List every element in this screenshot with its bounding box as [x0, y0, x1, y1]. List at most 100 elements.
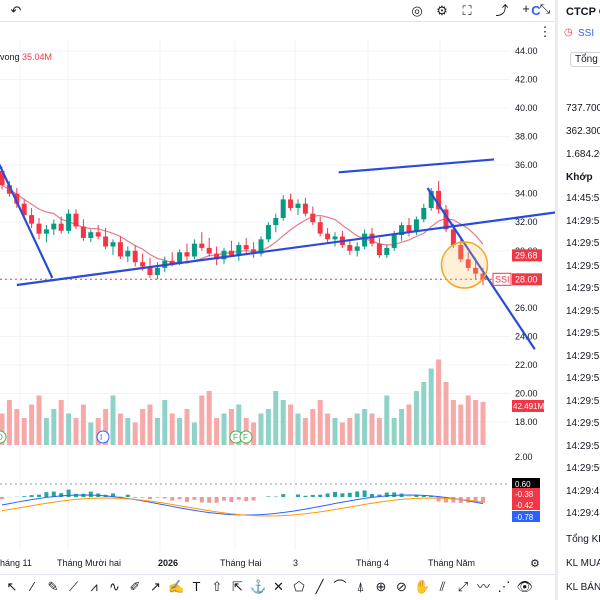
macd-histogram-bar [333, 491, 337, 497]
candle-body [36, 223, 42, 234]
macd-histogram-bar [155, 497, 160, 498]
price-badge [512, 249, 542, 262]
volume-bar [29, 404, 35, 445]
cross-icon[interactable]: ✕ [273, 579, 284, 594]
candle-body [325, 233, 331, 240]
signal-line [1, 497, 484, 517]
elliott-icon[interactable]: 〰 [476, 579, 490, 594]
line-icon[interactable]: ╱ [315, 579, 324, 594]
match-section-title: Khớp [566, 172, 593, 183]
candle-body [66, 213, 72, 231]
signal-icon[interactable]: ⍋ [356, 579, 365, 594]
chart-area[interactable]: 44.0042.0040.0038.0036.0034.0032.0030.00… [0, 22, 555, 600]
settings-icon[interactable]: ⚙ [436, 3, 448, 18]
path-icon[interactable]: ∿ [109, 579, 120, 594]
candle-body [436, 190, 442, 210]
macd-histogram-bar [347, 492, 352, 497]
volume-badge [512, 400, 544, 412]
total-button[interactable]: Tổng [570, 52, 600, 67]
trade-time: 14:29:51 [566, 418, 600, 429]
volume-bar [332, 418, 338, 445]
candle-body [73, 213, 79, 227]
candle-body [132, 250, 138, 263]
macd-histogram-bar [244, 497, 249, 502]
price-tick-label: 40.00 [515, 103, 538, 113]
app-logo-icon[interactable]: C [531, 3, 541, 18]
price-tick-label: 18.00 [515, 417, 538, 427]
candle-body [458, 245, 464, 260]
volume-bar [73, 418, 79, 445]
candle-body [51, 223, 57, 230]
volume-bar [376, 418, 382, 445]
pen-icon[interactable]: ✐ [129, 579, 141, 594]
candle-body [88, 232, 94, 238]
company-title: CTCP C [566, 6, 600, 18]
macd-histogram-bar [22, 496, 27, 497]
magnet-icon[interactable]: ⊘ [396, 579, 407, 594]
axis-settings-icon: ⚙ [530, 558, 540, 570]
volume-bar [21, 418, 27, 445]
macd-histogram-bar [236, 497, 241, 500]
arrow-up-icon[interactable]: ⇧ [211, 579, 223, 594]
curve-icon[interactable]: ⌒ [333, 579, 347, 594]
volume-bar [80, 404, 86, 445]
price-chart[interactable]: 44.0042.0040.0038.0036.0034.0032.0030.00… [0, 22, 555, 600]
share-icon[interactable]: ⤴ [495, 3, 509, 18]
cursor-icon[interactable]: ↖ [6, 579, 18, 594]
ticker-label[interactable]: SSI [578, 28, 595, 39]
trendline-icon[interactable]: ∕ [31, 579, 34, 594]
price-tick-label: 42.00 [515, 75, 538, 85]
brush2-icon[interactable]: ✍ [168, 579, 185, 594]
pattern-icon[interactable]: ⟋ [68, 579, 79, 594]
trade-time: 14:29:56 [566, 260, 600, 272]
channel-icon[interactable]: ⫽ [439, 579, 446, 594]
volume-bar [443, 382, 449, 445]
price-tick-label: 38.00 [515, 132, 538, 142]
macd-histogram-bar [207, 497, 212, 503]
candle-body [58, 223, 64, 231]
measure-icon[interactable]: ⇱ [232, 579, 243, 594]
volume-bar [221, 413, 227, 445]
macd-histogram-bar [384, 492, 389, 497]
candle-body [421, 207, 427, 220]
volume-bar [421, 382, 427, 445]
collapse-icon[interactable]: ⤡ [539, 1, 551, 16]
zoom-icon[interactable]: ⊕ [375, 579, 387, 594]
volume-bar [199, 395, 205, 445]
plus-icon[interactable]: + [522, 1, 530, 16]
candle-body [391, 235, 397, 248]
volume-bar [362, 409, 368, 445]
candle-body [0, 170, 5, 186]
ticker-badge-box [492, 272, 512, 286]
trade-time: 14:29:52 [566, 373, 600, 384]
macd-histogram-bar [451, 497, 456, 503]
volume-bar [214, 418, 220, 445]
anchor-icon[interactable]: ⚓ [250, 579, 267, 594]
volume-badge-value: 42.491M [513, 402, 544, 411]
candle-body [406, 225, 412, 233]
macd-histogram-bar [0, 497, 4, 499]
time-tick-label: Tháng 4 [356, 558, 389, 568]
fib-icon[interactable]: ⩘ [90, 579, 98, 594]
trend2-icon[interactable]: ⤢ [457, 579, 469, 594]
macd-histogram-bar [133, 497, 138, 498]
volume-bar [140, 409, 146, 445]
hand-icon[interactable]: ✋ [414, 579, 431, 594]
brush-icon[interactable]: ✎ [47, 579, 59, 594]
undo-icon[interactable]: ↶ [10, 3, 22, 18]
trade-time: 14:29:53 [566, 350, 600, 362]
fullscreen-icon[interactable]: ⛶ [462, 3, 472, 18]
poly-icon[interactable]: ⬠ [293, 579, 305, 594]
volume-bar [228, 409, 234, 445]
arrow-icon[interactable]: ↗ [150, 579, 161, 594]
more-icon[interactable]: ⋮ [538, 24, 552, 39]
candle-body [221, 250, 227, 260]
macd-histogram-bar [310, 494, 315, 497]
camera-icon[interactable]: ◎ [411, 3, 423, 18]
trade-time: 14:29:50 [566, 463, 600, 474]
eye-icon[interactable]: 👁 [516, 579, 534, 594]
text-icon[interactable]: T [192, 579, 201, 594]
gann-icon[interactable]: ⋰ [497, 579, 511, 594]
macd-histogram-bar [177, 497, 182, 500]
